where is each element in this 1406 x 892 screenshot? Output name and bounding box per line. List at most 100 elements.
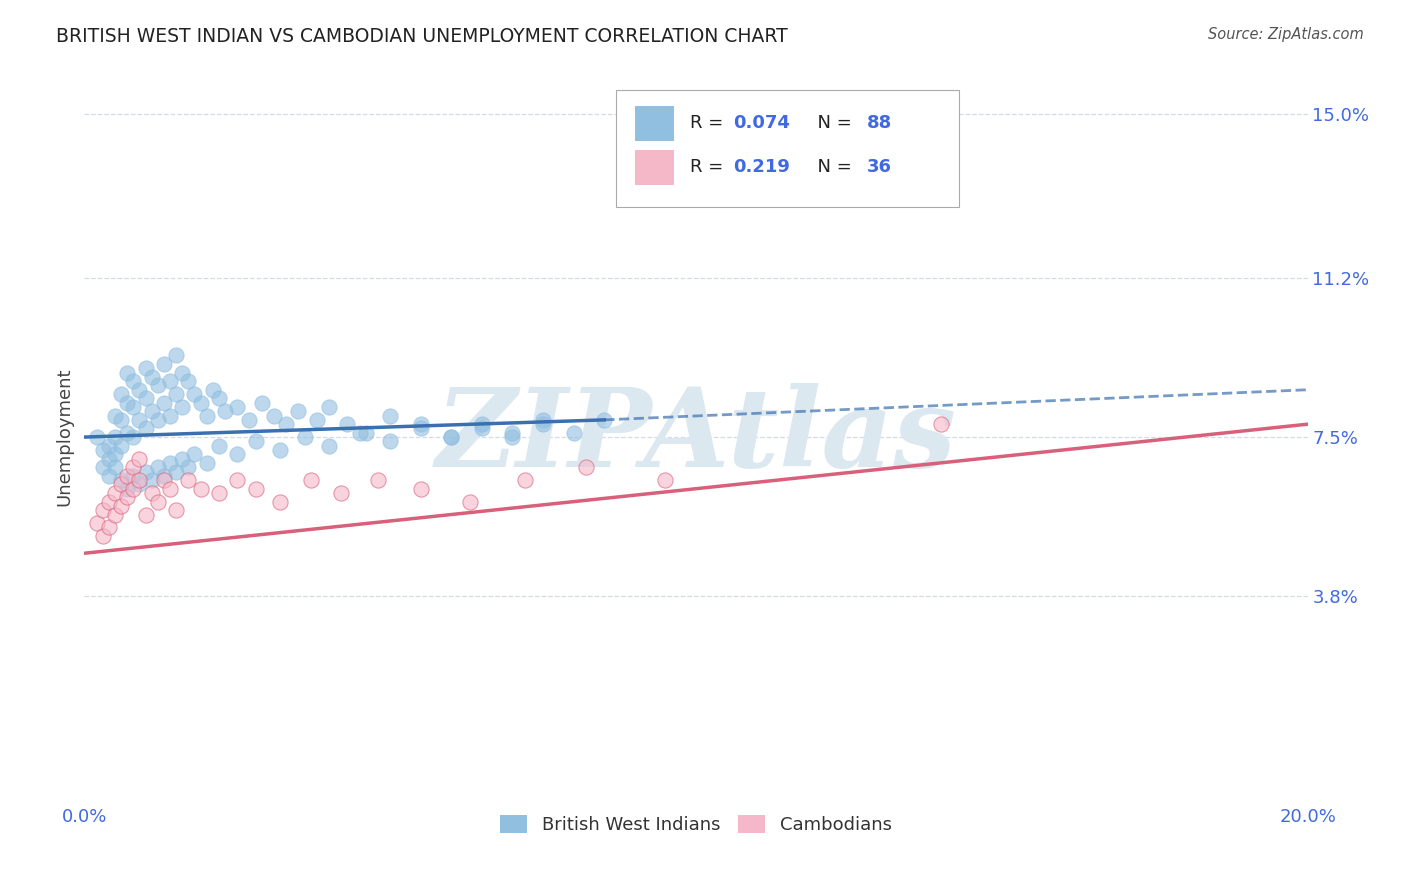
Point xyxy=(135,465,157,479)
Text: 88: 88 xyxy=(868,114,893,132)
Point xyxy=(115,425,138,440)
Point xyxy=(91,503,114,517)
Point xyxy=(287,404,309,418)
Text: 36: 36 xyxy=(868,158,893,177)
Point xyxy=(115,395,138,409)
Point xyxy=(122,468,145,483)
Point xyxy=(409,417,432,432)
Text: R =: R = xyxy=(690,114,728,132)
Point xyxy=(165,387,187,401)
Point xyxy=(172,451,194,466)
Point xyxy=(575,460,598,475)
Y-axis label: Unemployment: Unemployment xyxy=(55,368,73,507)
Point xyxy=(330,486,353,500)
Point xyxy=(201,383,224,397)
Point xyxy=(146,378,169,392)
Point xyxy=(502,425,524,440)
Point xyxy=(318,439,340,453)
Text: 0.219: 0.219 xyxy=(733,158,790,177)
Point xyxy=(122,430,145,444)
Point xyxy=(128,473,150,487)
Point xyxy=(208,439,231,453)
Point xyxy=(115,366,138,380)
Point xyxy=(562,425,585,440)
Point xyxy=(177,460,200,475)
Point xyxy=(104,447,127,461)
Point xyxy=(502,430,524,444)
Point xyxy=(153,395,176,409)
Point xyxy=(263,409,285,423)
Point xyxy=(172,400,194,414)
Point xyxy=(122,482,145,496)
Point xyxy=(128,477,150,491)
Point xyxy=(146,460,169,475)
Point xyxy=(531,413,554,427)
Point xyxy=(135,361,157,376)
Point xyxy=(336,417,359,432)
Text: N =: N = xyxy=(806,114,852,132)
Point xyxy=(128,451,150,466)
Point xyxy=(440,430,463,444)
Text: BRITISH WEST INDIAN VS CAMBODIAN UNEMPLOYMENT CORRELATION CHART: BRITISH WEST INDIAN VS CAMBODIAN UNEMPLO… xyxy=(56,27,787,45)
FancyBboxPatch shape xyxy=(636,150,673,185)
Point xyxy=(409,482,432,496)
Point xyxy=(208,392,231,406)
Point xyxy=(97,494,120,508)
Point xyxy=(172,366,194,380)
Point xyxy=(177,374,200,388)
Point xyxy=(104,460,127,475)
Point xyxy=(86,430,108,444)
Point xyxy=(190,395,212,409)
Point xyxy=(226,473,249,487)
Point xyxy=(97,468,120,483)
Point xyxy=(110,439,132,453)
Point xyxy=(115,491,138,505)
Point xyxy=(110,413,132,427)
Point xyxy=(183,447,205,461)
Point xyxy=(104,486,127,500)
Point xyxy=(135,421,157,435)
Point xyxy=(177,473,200,487)
Text: 0.074: 0.074 xyxy=(733,114,790,132)
Point xyxy=(245,434,267,449)
Point xyxy=(159,409,181,423)
Point xyxy=(97,439,120,453)
Point xyxy=(471,421,494,435)
Point xyxy=(159,482,181,496)
Point xyxy=(245,482,267,496)
Point xyxy=(122,400,145,414)
Point xyxy=(367,473,389,487)
Text: Source: ZipAtlas.com: Source: ZipAtlas.com xyxy=(1208,27,1364,42)
Point xyxy=(354,425,377,440)
Point xyxy=(318,400,340,414)
Point xyxy=(183,387,205,401)
Point xyxy=(226,447,249,461)
Point xyxy=(214,404,236,418)
Point xyxy=(128,413,150,427)
Point xyxy=(97,520,120,534)
Point xyxy=(115,468,138,483)
FancyBboxPatch shape xyxy=(636,106,673,141)
Point xyxy=(153,357,176,371)
Point xyxy=(294,430,316,444)
Point xyxy=(929,417,952,432)
Point xyxy=(190,482,212,496)
Point xyxy=(299,473,322,487)
Point xyxy=(86,516,108,530)
Point xyxy=(135,508,157,522)
FancyBboxPatch shape xyxy=(616,90,959,207)
Point xyxy=(380,434,402,449)
Point xyxy=(654,473,676,487)
Point xyxy=(195,409,218,423)
Point xyxy=(269,494,291,508)
Point xyxy=(440,430,463,444)
Point xyxy=(141,486,163,500)
Point xyxy=(104,508,127,522)
Point xyxy=(593,413,616,427)
Point xyxy=(531,417,554,432)
Point xyxy=(458,494,481,508)
Point xyxy=(195,456,218,470)
Point xyxy=(250,395,273,409)
Point xyxy=(208,486,231,500)
Point xyxy=(269,442,291,457)
